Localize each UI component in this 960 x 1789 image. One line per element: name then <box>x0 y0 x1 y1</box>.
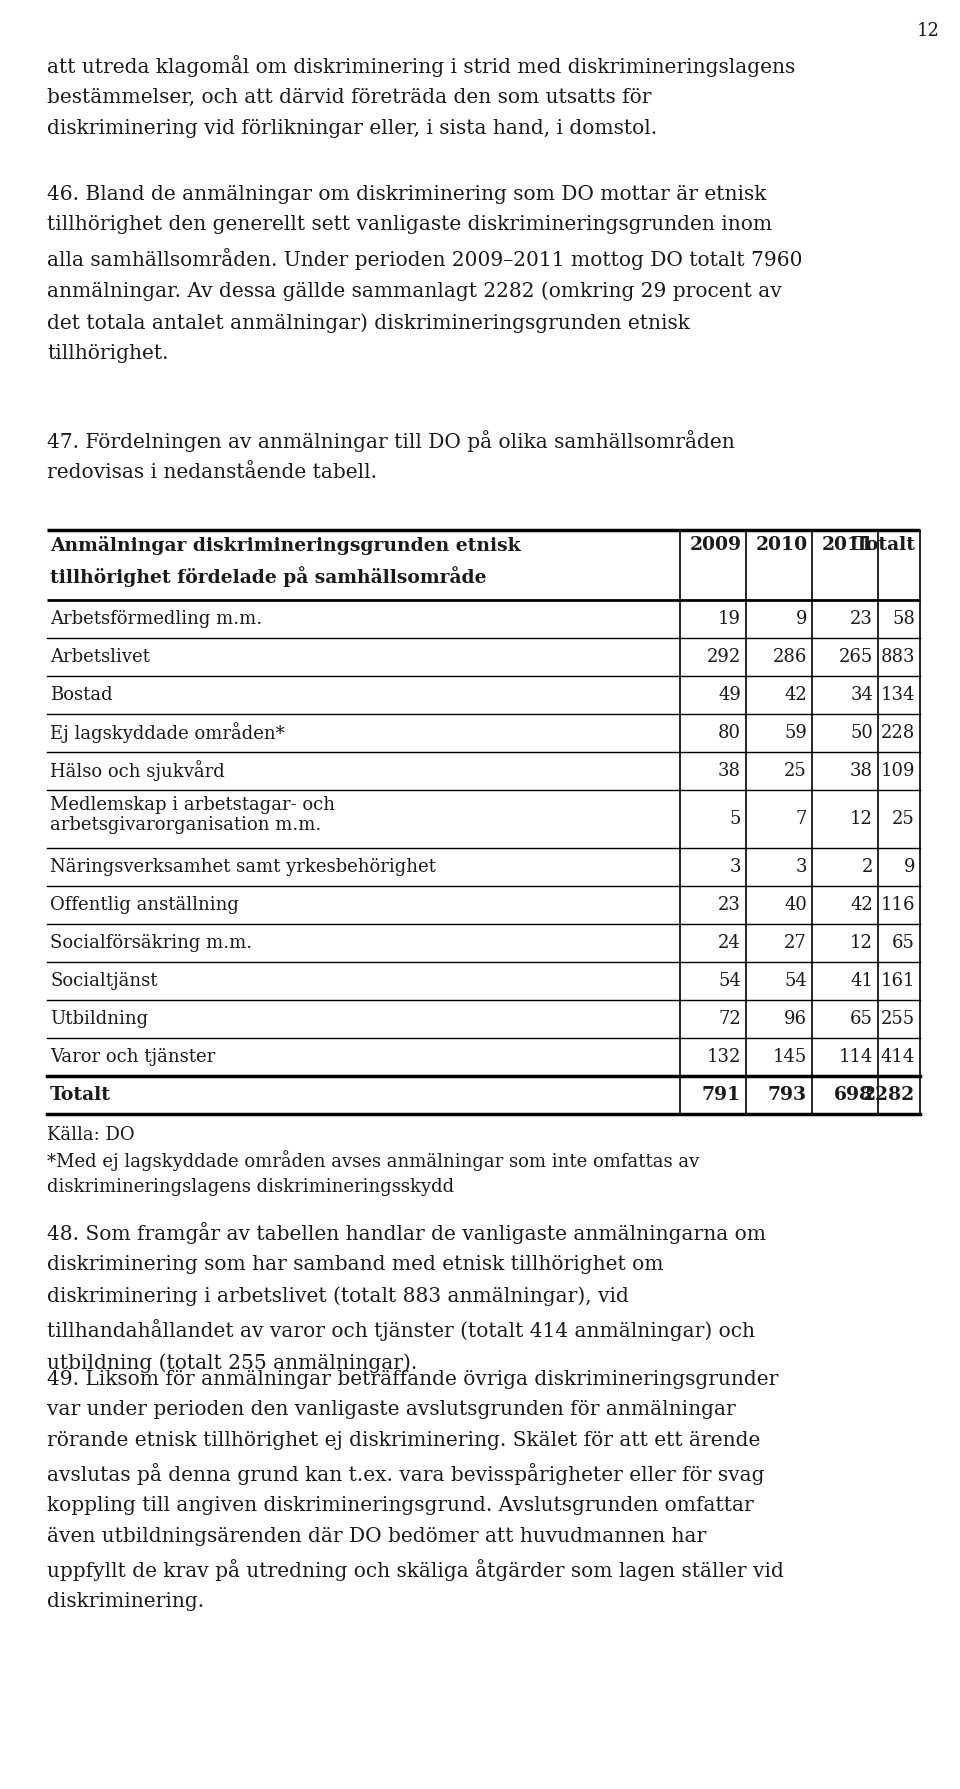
Text: 134: 134 <box>880 685 915 705</box>
Text: 698: 698 <box>834 1086 873 1104</box>
Text: 132: 132 <box>707 1048 741 1066</box>
Text: 96: 96 <box>784 1011 807 1029</box>
Text: Offentlig anställning: Offentlig anställning <box>50 896 239 914</box>
Text: 80: 80 <box>718 725 741 742</box>
Text: Totalt: Totalt <box>855 537 916 555</box>
Text: 49. Liksom för anmälningar beträffande övriga diskrimineringsgrunder
var under p: 49. Liksom för anmälningar beträffande ö… <box>47 1370 784 1612</box>
Text: Arbetslivet: Arbetslivet <box>50 648 150 666</box>
Text: 9: 9 <box>903 859 915 877</box>
Text: 114: 114 <box>839 1048 873 1066</box>
Text: 5: 5 <box>730 810 741 828</box>
Text: 414: 414 <box>880 1048 915 1066</box>
Text: Bostad: Bostad <box>50 685 112 705</box>
Text: 38: 38 <box>850 762 873 780</box>
Text: Ej lagskyddade områden*: Ej lagskyddade områden* <box>50 723 285 744</box>
Text: 116: 116 <box>880 896 915 914</box>
Text: 12: 12 <box>851 810 873 828</box>
Text: Källa: DO: Källa: DO <box>47 1125 134 1143</box>
Text: 46. Bland de anmälningar om diskriminering som DO mottar är etnisk
tillhörighet : 46. Bland de anmälningar om diskrimineri… <box>47 184 803 363</box>
Text: 38: 38 <box>718 762 741 780</box>
Text: Varor och tjänster: Varor och tjänster <box>50 1048 215 1066</box>
Text: Socialtjänst: Socialtjänst <box>50 971 157 989</box>
Text: Anmälningar diskrimineringsgrunden etnisk: Anmälningar diskrimineringsgrunden etnis… <box>50 537 520 555</box>
Text: 12: 12 <box>851 934 873 952</box>
Text: 7: 7 <box>796 810 807 828</box>
Text: Medlemskap i arbetstagar- och: Medlemskap i arbetstagar- och <box>50 796 335 814</box>
Text: arbetsgivarorganisation m.m.: arbetsgivarorganisation m.m. <box>50 816 322 834</box>
Text: 2010: 2010 <box>756 537 808 555</box>
Text: Arbetsförmedling m.m.: Arbetsförmedling m.m. <box>50 610 262 628</box>
Text: 24: 24 <box>718 934 741 952</box>
Text: 3: 3 <box>796 859 807 877</box>
Text: Socialförsäkring m.m.: Socialförsäkring m.m. <box>50 934 252 952</box>
Text: Näringsverksamhet samt yrkesbehörighet: Näringsverksamhet samt yrkesbehörighet <box>50 859 436 877</box>
Text: 255: 255 <box>881 1011 915 1029</box>
Text: 65: 65 <box>892 934 915 952</box>
Text: tillhörighet fördelade på samhällsområde: tillhörighet fördelade på samhällsområde <box>50 565 487 587</box>
Text: Totalt: Totalt <box>50 1086 111 1104</box>
Text: 791: 791 <box>702 1086 741 1104</box>
Text: Hälso och sjukvård: Hälso och sjukvård <box>50 760 225 782</box>
Text: 23: 23 <box>851 610 873 628</box>
Text: 23: 23 <box>718 896 741 914</box>
Text: 49: 49 <box>718 685 741 705</box>
Text: 42: 42 <box>784 685 807 705</box>
Text: 793: 793 <box>768 1086 807 1104</box>
Text: 2009: 2009 <box>690 537 742 555</box>
Text: att utreda klagomål om diskriminering i strid med diskrimineringslagens
bestämme: att utreda klagomål om diskriminering i … <box>47 55 795 138</box>
Text: 72: 72 <box>718 1011 741 1029</box>
Text: 58: 58 <box>892 610 915 628</box>
Text: 3: 3 <box>730 859 741 877</box>
Text: 292: 292 <box>707 648 741 666</box>
Text: 48. Som framgår av tabellen handlar de vanligaste anmälningarna om
diskriminerin: 48. Som framgår av tabellen handlar de v… <box>47 1222 766 1372</box>
Text: 109: 109 <box>880 762 915 780</box>
Text: 59: 59 <box>784 725 807 742</box>
Text: 265: 265 <box>839 648 873 666</box>
Text: 65: 65 <box>851 1011 873 1029</box>
Text: 883: 883 <box>880 648 915 666</box>
Text: 27: 27 <box>784 934 807 952</box>
Text: 2: 2 <box>862 859 873 877</box>
Text: 286: 286 <box>773 648 807 666</box>
Text: 25: 25 <box>892 810 915 828</box>
Text: 9: 9 <box>796 610 807 628</box>
Text: *Med ej lagskyddade områden avses anmälningar som inte omfattas av
diskriminerin: *Med ej lagskyddade områden avses anmäln… <box>47 1150 699 1197</box>
Text: 19: 19 <box>718 610 741 628</box>
Text: 228: 228 <box>880 725 915 742</box>
Text: 50: 50 <box>851 725 873 742</box>
Text: 34: 34 <box>851 685 873 705</box>
Text: 25: 25 <box>784 762 807 780</box>
Text: 2011: 2011 <box>822 537 874 555</box>
Text: 161: 161 <box>880 971 915 989</box>
Text: 12: 12 <box>917 21 940 39</box>
Text: 2282: 2282 <box>863 1086 915 1104</box>
Text: 40: 40 <box>784 896 807 914</box>
Text: 54: 54 <box>718 971 741 989</box>
Text: 47. Fördelningen av anmälningar till DO på olika samhällsområden
redovisas i ned: 47. Fördelningen av anmälningar till DO … <box>47 429 734 483</box>
Text: 145: 145 <box>773 1048 807 1066</box>
Text: 41: 41 <box>851 971 873 989</box>
Text: 54: 54 <box>784 971 807 989</box>
Text: Utbildning: Utbildning <box>50 1011 148 1029</box>
Text: 42: 42 <box>851 896 873 914</box>
